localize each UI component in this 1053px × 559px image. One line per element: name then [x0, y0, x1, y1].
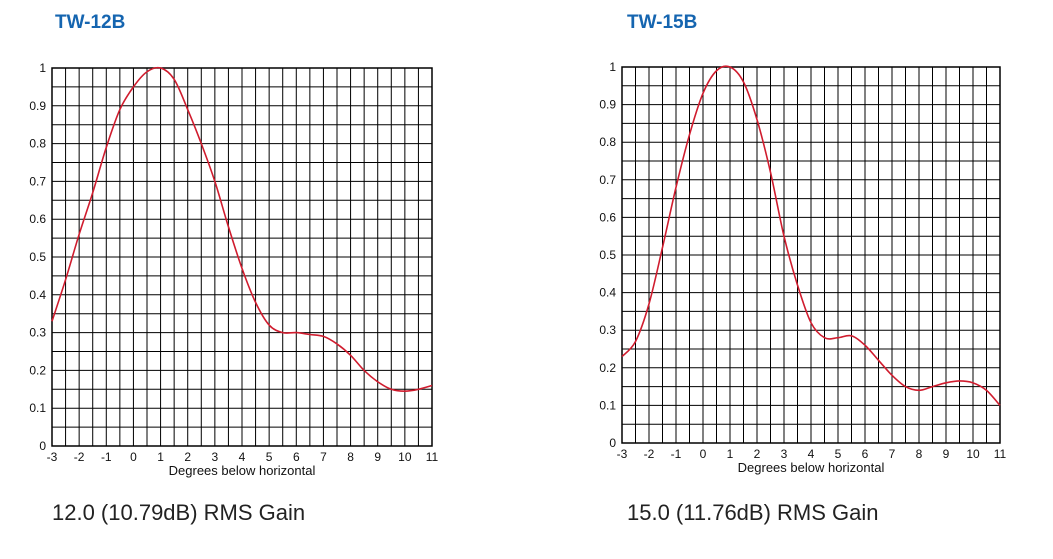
y-tick-label: 0.9 — [599, 98, 616, 112]
x-tick-label: 9 — [943, 447, 950, 461]
x-tick-label: 5 — [835, 447, 842, 461]
y-tick-label: 1 — [609, 60, 616, 74]
gain-caption: 15.0 (11.76dB) RMS Gain — [627, 500, 879, 525]
x-tick-label: 7 — [320, 450, 327, 464]
y-tick-label: 0.6 — [29, 212, 46, 226]
x-tick-label: 3 — [781, 447, 788, 461]
y-tick-label: 0.3 — [29, 326, 46, 340]
x-tick-label: 8 — [347, 450, 354, 464]
y-tick-label: 0.9 — [29, 99, 46, 113]
x-tick-label: 0 — [130, 450, 137, 464]
x-tick-label: 6 — [862, 447, 869, 461]
y-tick-label: 0.6 — [599, 210, 616, 224]
x-tick-label: -1 — [671, 447, 682, 461]
y-tick-label: 0.1 — [599, 398, 616, 412]
chart-title: TW-12B — [55, 12, 126, 33]
x-tick-label: 2 — [754, 447, 761, 461]
x-tick-label: -1 — [101, 450, 112, 464]
x-tick-label: 6 — [293, 450, 300, 464]
x-tick-label: -3 — [47, 450, 58, 464]
y-tick-label: 0.3 — [599, 323, 616, 337]
x-tick-label: -2 — [74, 450, 85, 464]
grid-lines — [51, 67, 433, 447]
y-tick-label: 0 — [609, 436, 616, 450]
chart-panel-tw15b: TW-15B 0 0.1 0.2 0.3 0.4 0.5 0.6 0.7 0.8 0.9 1 -3 -2… — [570, 0, 1053, 559]
x-tick-label: 8 — [916, 447, 923, 461]
x-tick-label: -3 — [617, 447, 628, 461]
y-tick-label: 0.1 — [29, 401, 46, 415]
y-tick-label: 0.5 — [599, 248, 616, 262]
x-tick-label: 3 — [212, 450, 219, 464]
x-tick-label: 11 — [994, 447, 1007, 461]
y-tick-label: 0.7 — [29, 174, 46, 188]
x-tick-label: 4 — [239, 450, 246, 464]
chart-plot: 0 0.1 0.2 0.3 0.4 0.5 0.6 0.7 0.8 0.9 1 -3 -2 -1 0 1 2 3 4… — [599, 60, 1007, 475]
plot-frame — [621, 66, 1001, 444]
x-tick-label: 5 — [266, 450, 273, 464]
y-tick-label: 0 — [39, 439, 46, 453]
y-tick-label: 0.7 — [599, 173, 616, 187]
series-line — [621, 65, 1001, 406]
plot-frame — [51, 67, 433, 447]
series-line — [51, 66, 433, 392]
x-tick-label: 0 — [700, 447, 707, 461]
x-axis-label: Degrees below horizontal — [738, 460, 885, 475]
y-tick-label: 0.4 — [29, 288, 46, 302]
x-axis-label: Degrees below horizontal — [169, 463, 316, 478]
chart-plot: 0 0.1 0.2 0.3 0.4 0.5 0.6 0.7 0.8 0.9 1 -3 -2 -1 0 1 2 3 4… — [29, 61, 439, 478]
y-tick-label: 0.2 — [29, 363, 46, 377]
chart-title: TW-15B — [627, 12, 698, 33]
grid-lines — [621, 66, 1001, 444]
x-tick-label: 10 — [966, 447, 980, 461]
y-tick-label: 1 — [39, 61, 46, 75]
y-tick-label: 0.8 — [599, 135, 616, 149]
x-tick-label: 9 — [374, 450, 381, 464]
gain-caption: 12.0 (10.79dB) RMS Gain — [52, 500, 306, 525]
x-tick-label: 11 — [426, 450, 439, 464]
y-tick-label: 0.8 — [29, 137, 46, 151]
y-tick-label: 0.2 — [599, 361, 616, 375]
x-tick-label: -2 — [644, 447, 655, 461]
x-tick-label: 1 — [157, 450, 164, 464]
chart-panel-tw12b: TW-12B 0 0.1 0.2 0.3 0.4 0.5 0.6 0.7 0.8 0.9 1 -3 -2… — [0, 0, 520, 559]
x-tick-label: 4 — [808, 447, 815, 461]
x-tick-label: 7 — [889, 447, 896, 461]
x-tick-label: 10 — [398, 450, 412, 464]
y-tick-label: 0.4 — [599, 286, 616, 300]
y-tick-label: 0.5 — [29, 250, 46, 264]
x-tick-label: 2 — [184, 450, 191, 464]
x-tick-label: 1 — [727, 447, 734, 461]
